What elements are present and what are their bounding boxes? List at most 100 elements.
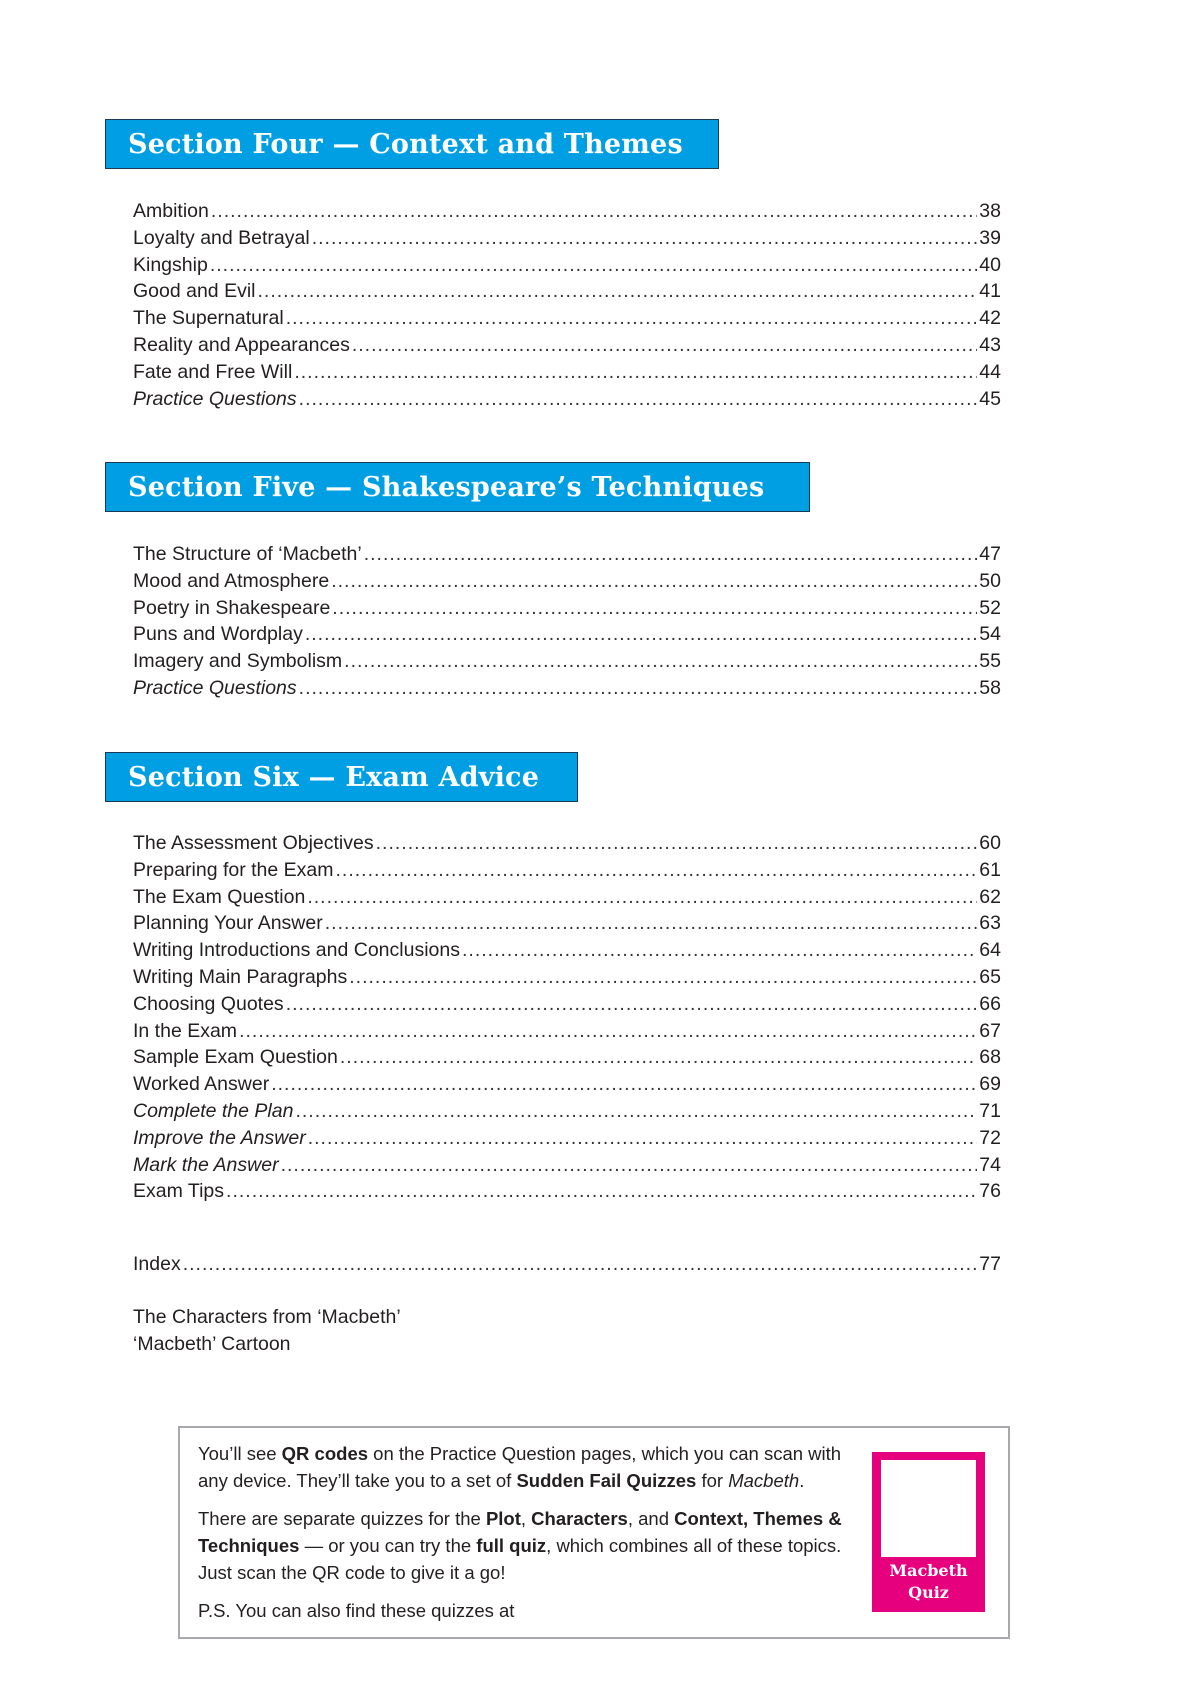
toc-entry[interactable]: Practice Questions 45 — [133, 386, 1001, 413]
qr-code[interactable]: Macbeth Quiz — [872, 1452, 985, 1612]
entry-title: Practice Questions — [133, 676, 297, 699]
toc-entry[interactable]: Writing Introductions and Conclusions 64 — [133, 937, 1001, 964]
extra-entry: ‘Macbeth’ Cartoon — [133, 1333, 291, 1355]
info-paragraph: There are separate quizzes for the Plot,… — [198, 1508, 842, 1583]
dot-leader — [281, 1152, 978, 1179]
entry-page: 72 — [979, 1126, 1001, 1149]
entry-title: The Structure of ‘Macbeth’ — [133, 543, 362, 565]
toc-entry[interactable]: Planning Your Answer 63 — [133, 910, 1001, 937]
entry-page: 55 — [979, 650, 1001, 673]
entry-title: Exam Tips — [133, 1180, 225, 1203]
toc-entry[interactable]: Loyalty and Betrayal 39 — [133, 225, 1001, 252]
toc-list: Index 77 — [133, 1251, 1001, 1278]
entry-title: The Exam Question — [133, 885, 306, 908]
entry-page: 64 — [979, 939, 1001, 962]
toc-entry[interactable]: Choosing Quotes 66 — [133, 991, 1001, 1018]
entry-page: 71 — [979, 1099, 1001, 1122]
entry-page: 67 — [979, 1019, 1001, 1042]
entry-page: 54 — [979, 623, 1001, 646]
entry-title: Index — [133, 1253, 181, 1275]
toc-entry[interactable]: The Assessment Objectives 60 — [133, 830, 1001, 857]
toc-entry[interactable]: Worked Answer 69 — [133, 1071, 1001, 1098]
toc-entry[interactable]: The Exam Question 62 — [133, 884, 1001, 911]
toc-list: Ambition 38 Loyalty and Betrayal 39 Kingship… — [133, 198, 1001, 412]
entry-title: Sample Exam Question — [133, 1046, 338, 1069]
info-paragraph: P.S. You can also find these quizzes at — [198, 1600, 515, 1621]
entry-title: Writing Main Paragraphs — [133, 965, 348, 988]
toc-entry[interactable]: Complete the Plan 71 — [133, 1098, 1001, 1125]
dot-leader — [307, 884, 977, 911]
entry-title: Puns and Wordplay — [133, 623, 303, 646]
toc-entry[interactable]: Reality and Appearances 43 — [133, 332, 1001, 359]
entry-page: 69 — [979, 1073, 1001, 1096]
entry-page: 66 — [979, 992, 1001, 1015]
toc-entry[interactable]: Improve the Answer 72 — [133, 1125, 1001, 1152]
entry-title: Mark the Answer — [133, 1153, 279, 1176]
entry-page: 77 — [979, 1253, 1001, 1275]
toc-entry[interactable]: Mood and Atmosphere 50 — [133, 568, 1001, 595]
section-header: Section Four — Context and Themes — [105, 119, 719, 169]
dot-leader — [340, 1044, 977, 1071]
toc-entry[interactable]: Good and Evil 41 — [133, 278, 1001, 305]
toc-entry[interactable]: Imagery and Symbolism 55 — [133, 648, 1001, 675]
entry-page: 68 — [979, 1046, 1001, 1069]
entry-page: 47 — [979, 543, 1001, 565]
toc-entry[interactable]: The Structure of ‘Macbeth’ 47 — [133, 541, 1001, 568]
entry-title: Planning Your Answer — [133, 912, 323, 935]
dot-leader — [211, 198, 977, 225]
toc-entry[interactable]: Exam Tips 76 — [133, 1178, 1001, 1205]
dot-leader — [299, 675, 978, 702]
dot-leader — [364, 541, 978, 568]
entry-page: 74 — [979, 1153, 1001, 1176]
entry-title: Good and Evil — [133, 280, 256, 303]
toc-entry[interactable]: Fate and Free Will 44 — [133, 359, 1001, 386]
dot-leader — [462, 937, 977, 964]
qr-label: Macbeth Quiz — [889, 1561, 968, 1602]
toc-entry[interactable]: Puns and Wordplay 54 — [133, 621, 1001, 648]
toc-entry[interactable]: The Supernatural 42 — [133, 305, 1001, 332]
entry-page: 38 — [979, 200, 1001, 222]
info-text: You’ll see QR codes on the Practice Ques… — [198, 1440, 848, 1635]
dot-leader — [308, 1125, 978, 1152]
toc-entry[interactable]: Sample Exam Question 68 — [133, 1044, 1001, 1071]
toc-entry-index[interactable]: Index 77 — [133, 1251, 1001, 1278]
entry-page: 52 — [979, 596, 1001, 619]
dot-leader — [210, 252, 977, 279]
dot-leader — [299, 386, 978, 413]
toc-entry[interactable]: Ambition 38 — [133, 198, 1001, 225]
section-title: Section Five — Shakespeare’s Techniques — [128, 471, 765, 503]
extra-entries: The Characters from ‘Macbeth’ ‘Macbeth’ … — [133, 1304, 401, 1358]
dot-leader — [295, 1098, 977, 1125]
toc-entry[interactable]: In the Exam 67 — [133, 1018, 1001, 1045]
dot-leader — [239, 1018, 977, 1045]
toc-entry[interactable]: Mark the Answer 74 — [133, 1152, 1001, 1179]
toc-entry[interactable]: Kingship 40 — [133, 252, 1001, 279]
entry-title: Choosing Quotes — [133, 992, 284, 1015]
dot-leader — [226, 1178, 977, 1205]
info-paragraph: You’ll see QR codes on the Practice Ques… — [198, 1443, 842, 1491]
dot-leader — [305, 621, 977, 648]
toc-entry[interactable]: Poetry in Shakespeare 52 — [133, 595, 1001, 622]
section-header: Section Five — Shakespeare’s Techniques — [105, 462, 810, 512]
entry-page: 58 — [979, 676, 1001, 699]
entry-title: Worked Answer — [133, 1073, 270, 1096]
dot-leader — [286, 305, 978, 332]
section-header: Section Six — Exam Advice — [105, 752, 578, 802]
entry-page: 42 — [979, 307, 1001, 330]
entry-title: Ambition — [133, 200, 209, 222]
entry-title: Poetry in Shakespeare — [133, 596, 331, 619]
entry-title: Improve the Answer — [133, 1126, 306, 1149]
entry-title: In the Exam — [133, 1019, 238, 1042]
extra-entry: The Characters from ‘Macbeth’ — [133, 1306, 401, 1328]
section-title: Section Four — Context and Themes — [128, 128, 683, 160]
entry-page: 62 — [979, 885, 1001, 908]
toc-list: The Assessment Objectives 60 Preparing for… — [133, 830, 1001, 1205]
dot-leader — [352, 332, 977, 359]
entry-title: Reality and Appearances — [133, 333, 350, 356]
toc-entry[interactable]: Writing Main Paragraphs 65 — [133, 964, 1001, 991]
toc-entry[interactable]: Practice Questions 58 — [133, 675, 1001, 702]
toc-entry[interactable]: Preparing for the Exam 61 — [133, 857, 1001, 884]
dot-leader — [183, 1251, 978, 1278]
entry-page: 44 — [979, 360, 1001, 383]
dot-leader — [332, 595, 977, 622]
